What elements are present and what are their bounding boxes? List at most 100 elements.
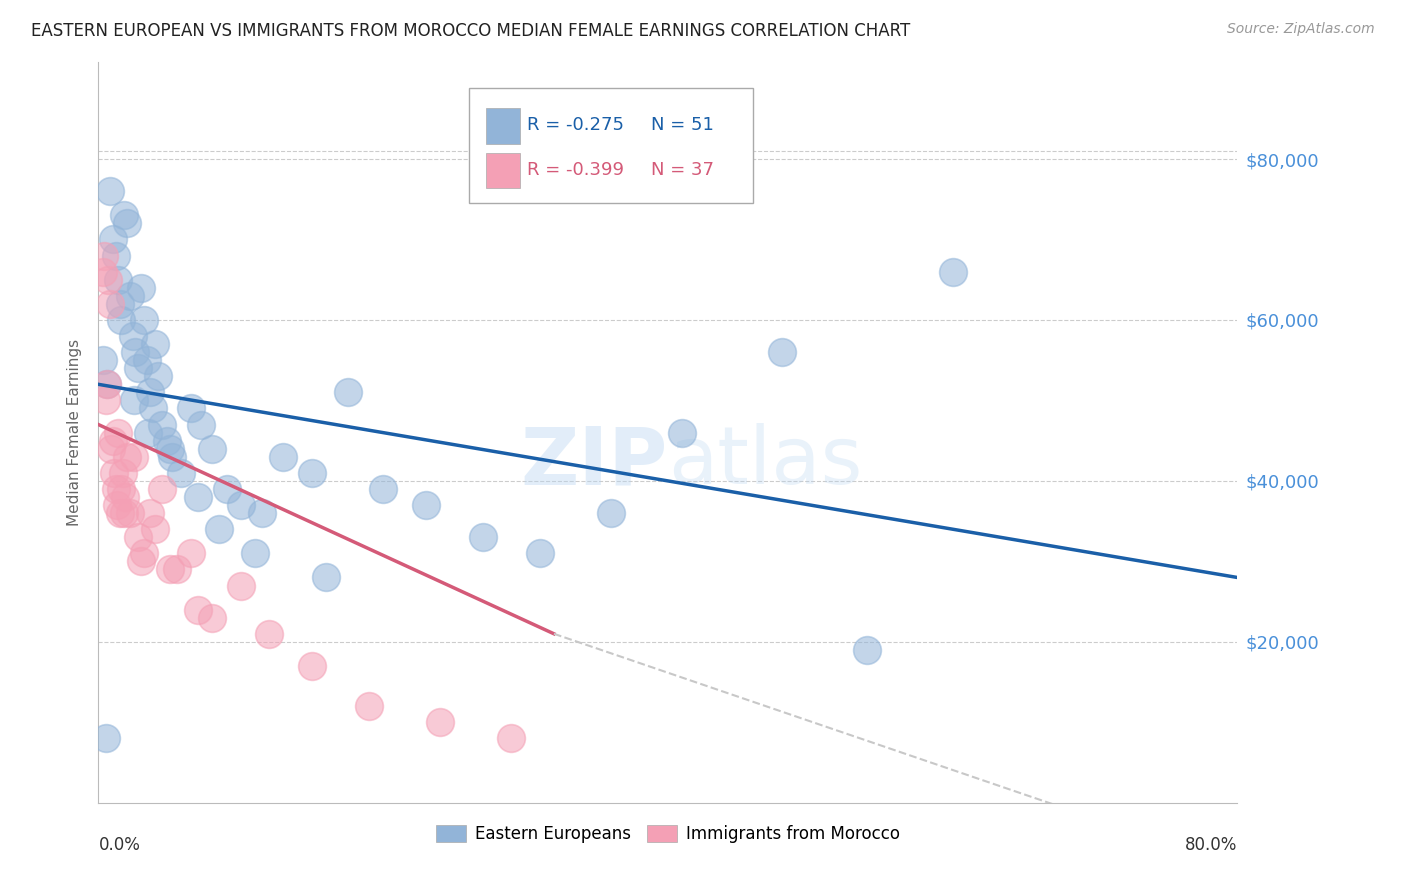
Legend: Eastern Europeans, Immigrants from Morocco: Eastern Europeans, Immigrants from Moroc… [429, 819, 907, 850]
Point [129, 554, 152, 568]
Point [229, 578, 252, 592]
Point [115, 216, 138, 230]
Point [187, 602, 209, 616]
Point [112, 506, 135, 520]
Point [180, 401, 202, 416]
Point [315, 570, 337, 584]
Point [104, 482, 127, 496]
Point [141, 401, 163, 416]
Point [101, 232, 124, 246]
Text: 0.0%: 0.0% [98, 836, 141, 855]
Text: R = -0.275: R = -0.275 [527, 116, 624, 135]
Point [148, 369, 170, 384]
Text: R = -0.399: R = -0.399 [527, 161, 624, 178]
Point [132, 313, 155, 327]
Point [770, 345, 793, 359]
Text: atlas: atlas [668, 423, 862, 501]
Point [111, 466, 134, 480]
Y-axis label: Median Female Earnings: Median Female Earnings [67, 339, 83, 526]
Point [243, 546, 266, 560]
Point [108, 506, 131, 520]
Point [159, 562, 181, 576]
Point [108, 297, 131, 311]
FancyBboxPatch shape [485, 153, 520, 188]
Point [159, 442, 181, 456]
Point [118, 506, 141, 520]
Point [122, 393, 145, 408]
Point [170, 466, 193, 480]
Point [118, 289, 141, 303]
Point [942, 265, 965, 279]
Text: N = 37: N = 37 [651, 161, 714, 178]
Point [138, 385, 160, 400]
Point [98, 297, 121, 311]
Point [301, 466, 323, 480]
Point [336, 385, 359, 400]
Point [145, 337, 167, 351]
Point [201, 610, 224, 624]
Point [208, 522, 231, 536]
Point [166, 562, 188, 576]
Point [600, 506, 623, 520]
Point [215, 482, 238, 496]
Point [357, 699, 380, 714]
Point [180, 546, 202, 560]
Point [94, 731, 117, 746]
Point [127, 530, 149, 544]
Text: Source: ZipAtlas.com: Source: ZipAtlas.com [1227, 22, 1375, 37]
Point [105, 498, 128, 512]
Point [229, 498, 252, 512]
Point [91, 265, 114, 279]
Point [91, 353, 114, 368]
Point [856, 643, 879, 657]
FancyBboxPatch shape [485, 108, 520, 144]
Point [107, 273, 129, 287]
Point [501, 731, 523, 746]
Point [96, 377, 118, 392]
Point [187, 490, 209, 504]
Point [104, 249, 127, 263]
Point [112, 208, 135, 222]
Point [121, 329, 143, 343]
Point [132, 546, 155, 560]
Point [100, 442, 122, 456]
Point [103, 466, 125, 480]
Text: N = 51: N = 51 [651, 116, 714, 135]
Point [301, 659, 323, 673]
Point [250, 506, 273, 520]
Text: 80.0%: 80.0% [1185, 836, 1237, 855]
Point [93, 249, 115, 263]
Point [136, 425, 159, 440]
Point [273, 450, 295, 464]
Point [107, 425, 129, 440]
Text: ZIP: ZIP [520, 423, 668, 501]
Point [259, 627, 281, 641]
Point [671, 425, 693, 440]
Point [138, 506, 160, 520]
Point [115, 450, 138, 464]
Point [110, 313, 132, 327]
Point [162, 450, 184, 464]
Point [156, 434, 179, 448]
Text: EASTERN EUROPEAN VS IMMIGRANTS FROM MOROCCO MEDIAN FEMALE EARNINGS CORRELATION C: EASTERN EUROPEAN VS IMMIGRANTS FROM MORO… [31, 22, 910, 40]
Point [94, 393, 117, 408]
Point [135, 353, 157, 368]
Point [373, 482, 395, 496]
Point [124, 345, 146, 359]
Point [415, 498, 437, 512]
Point [97, 273, 120, 287]
Point [114, 490, 136, 504]
Point [201, 442, 224, 456]
Point [471, 530, 494, 544]
Point [98, 184, 121, 198]
Point [127, 361, 149, 376]
Point [122, 450, 145, 464]
Point [529, 546, 551, 560]
FancyBboxPatch shape [468, 88, 754, 203]
Point [110, 482, 132, 496]
Point [101, 434, 124, 448]
Point [152, 482, 174, 496]
Point [145, 522, 167, 536]
Point [152, 417, 174, 432]
Point [96, 377, 118, 392]
